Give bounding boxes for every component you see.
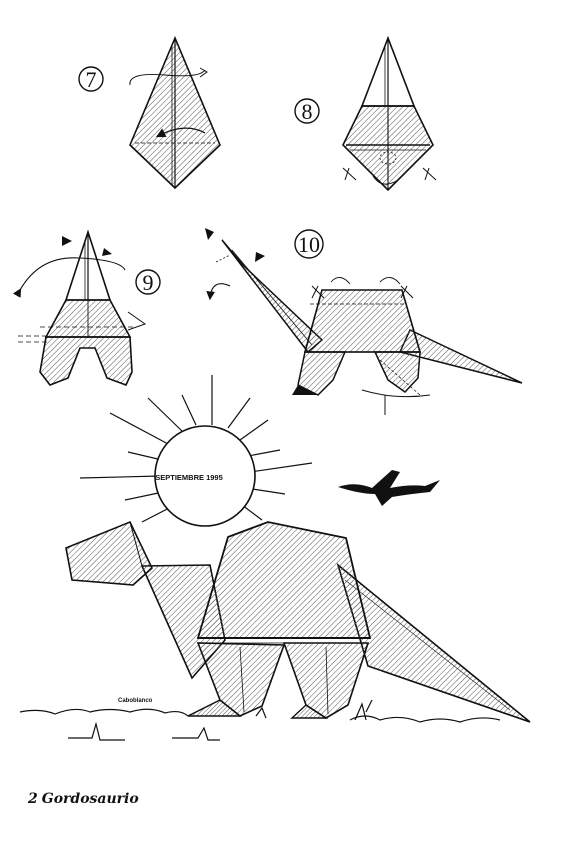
step-9-label: 9 — [143, 270, 154, 295]
pterosaur-silhouette — [338, 470, 440, 506]
sun-disc — [154, 425, 256, 527]
step-8-label: 8 — [302, 99, 313, 124]
step-10-label: 10 — [298, 232, 320, 257]
step-9-number: 9 — [135, 269, 161, 295]
step-8-number: 8 — [294, 98, 320, 124]
artist-signature: Caboblanco — [118, 698, 153, 704]
step-7-number: 7 — [78, 66, 104, 92]
step-7-label: 7 — [86, 67, 97, 92]
sun-label: SEPTIEMBRE 1995 — [155, 473, 223, 482]
step-7-figure — [129, 35, 221, 190]
page-number: 2 — [28, 791, 38, 807]
final-dinosaur-model — [65, 520, 531, 723]
step-8-figure — [342, 35, 437, 192]
sun-illustration: SEPTIEMBRE 1995 — [79, 375, 313, 527]
ground-line — [19, 699, 501, 741]
page-footer: 2 Gordosaurio — [28, 791, 143, 807]
model-title: Gordosaurio — [41, 791, 139, 807]
step-9-figure — [12, 229, 147, 387]
step-10-number: 10 — [294, 229, 324, 259]
step-10-figure — [205, 228, 523, 415]
